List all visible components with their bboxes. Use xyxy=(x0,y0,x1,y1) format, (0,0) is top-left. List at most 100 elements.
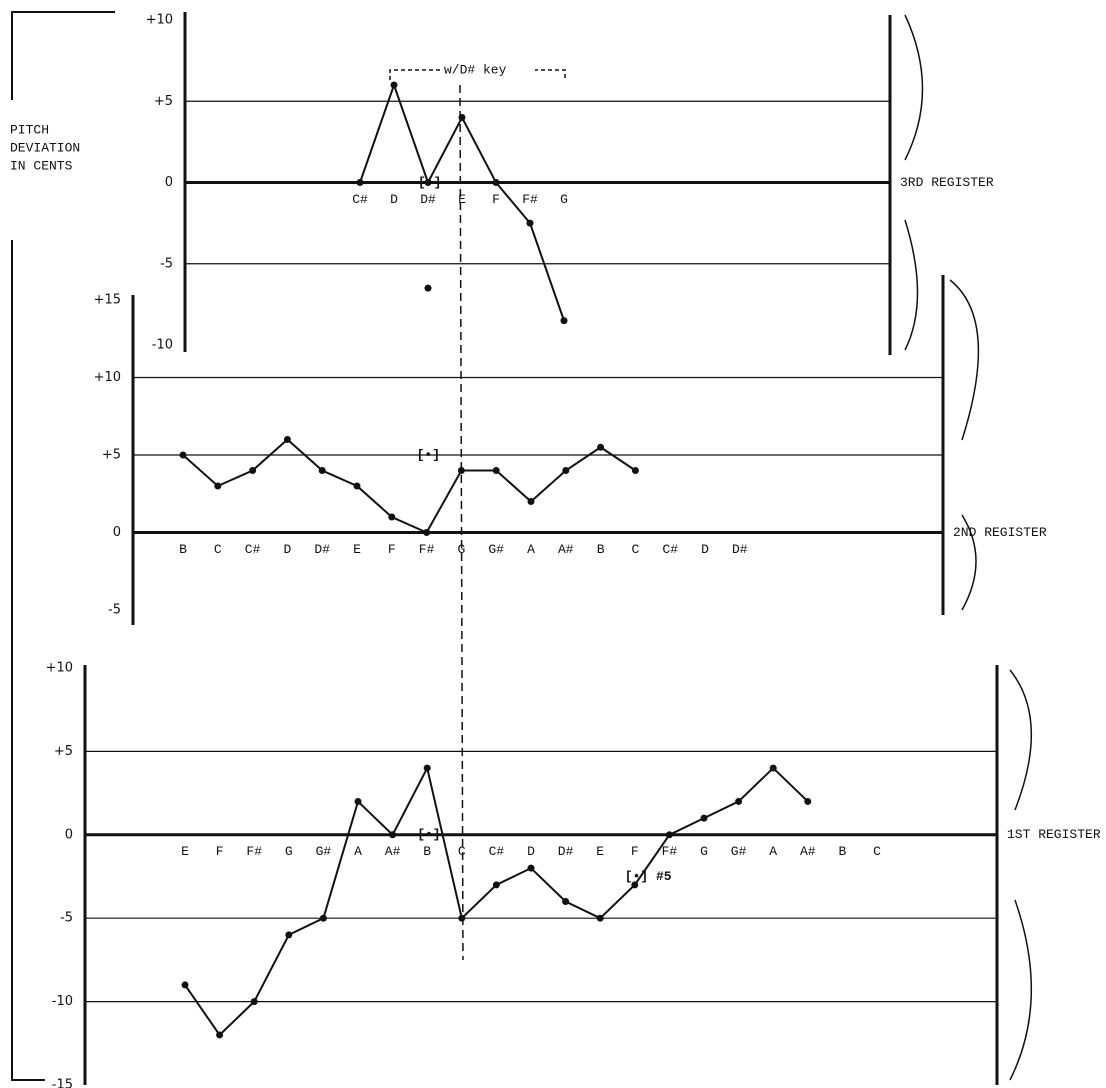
data-point xyxy=(458,114,466,121)
x-tick-label: F# xyxy=(419,542,435,557)
x-tick-label: D xyxy=(390,192,398,207)
x-tick-label: C xyxy=(873,844,881,859)
data-point xyxy=(562,467,570,474)
data-point xyxy=(492,179,500,186)
data-point xyxy=(597,443,605,451)
data-point xyxy=(216,1031,224,1039)
x-tick-label: C# xyxy=(352,192,368,207)
x-tick-label: D xyxy=(527,844,535,859)
data-point xyxy=(735,797,743,805)
y-label: PITCH xyxy=(10,122,49,137)
data-point xyxy=(527,498,535,505)
y-tick-label: -10 xyxy=(52,994,73,1009)
x-tick-label: C xyxy=(631,542,639,557)
data-point xyxy=(458,914,466,922)
data-point xyxy=(424,179,432,186)
data-point xyxy=(283,436,291,443)
y-tick-label: 0 xyxy=(165,175,173,190)
x-tick-label: F xyxy=(492,192,500,207)
y-label: DEVIATION xyxy=(10,140,80,155)
data-point xyxy=(319,914,327,922)
x-tick-label: G xyxy=(457,542,465,557)
x-tick-label: A# xyxy=(558,542,574,557)
isolated-point xyxy=(424,284,432,292)
x-tick-label: C xyxy=(214,542,222,557)
x-tick-label: F# xyxy=(522,192,538,207)
data-point xyxy=(700,814,708,822)
y-tick-label: -5 xyxy=(108,603,121,618)
x-tick-label: G xyxy=(560,192,568,207)
x-tick-label: E xyxy=(458,192,466,207)
data-point xyxy=(457,467,465,474)
data-point xyxy=(354,797,362,805)
x-tick-label: G# xyxy=(731,844,747,859)
data-point xyxy=(631,467,639,474)
x-tick-label: C# xyxy=(245,542,261,557)
x-tick-label: G xyxy=(700,844,708,859)
data-point xyxy=(214,482,222,490)
y-tick-label: +10 xyxy=(94,370,121,385)
data-point xyxy=(388,513,396,521)
x-tick-label: D# xyxy=(558,844,574,859)
x-tick-label: C# xyxy=(489,844,505,859)
data-point xyxy=(285,931,293,939)
x-tick-label: D# xyxy=(420,192,436,207)
x-tick-label: A# xyxy=(385,844,401,859)
brace xyxy=(904,14,924,161)
bracket-annotation: [•] xyxy=(418,175,441,190)
data-point xyxy=(249,467,257,474)
data-point xyxy=(492,881,500,889)
data-point xyxy=(665,831,673,839)
y-tick-label: -10 xyxy=(152,338,173,353)
y-tick-label: +10 xyxy=(46,661,73,676)
data-point xyxy=(526,219,534,227)
data-point xyxy=(181,981,189,989)
data-point xyxy=(390,81,398,89)
x-tick-label: G# xyxy=(488,542,504,557)
data-line xyxy=(182,438,636,534)
x-tick-label: D xyxy=(701,542,709,557)
y-tick-label: +5 xyxy=(102,448,121,463)
data-point xyxy=(562,898,570,906)
left-bracket xyxy=(11,240,45,1081)
x-tick-label: C# xyxy=(662,542,678,557)
x-tick-label: E xyxy=(353,542,361,557)
brace xyxy=(904,219,919,351)
data-point xyxy=(527,864,535,872)
x-tick-label: F# xyxy=(246,844,262,859)
data-point xyxy=(423,764,431,772)
left-bracket xyxy=(11,11,115,100)
x-tick-label: A xyxy=(769,844,777,859)
data-point xyxy=(804,797,812,805)
data-point xyxy=(423,529,431,536)
key-note: w/D# key xyxy=(444,62,507,77)
data-point xyxy=(318,467,326,474)
x-tick-label: A xyxy=(527,542,535,557)
brace xyxy=(1009,899,1032,1081)
brace xyxy=(1009,669,1033,811)
x-tick-label: F xyxy=(216,844,224,859)
data-point xyxy=(769,764,777,772)
data-point xyxy=(631,881,639,889)
x-tick-label: A xyxy=(354,844,362,859)
x-tick-label: A# xyxy=(800,844,816,859)
y-tick-label: -15 xyxy=(52,1078,73,1088)
bracket-annotation: [•] #5 xyxy=(625,869,672,884)
x-tick-label: G# xyxy=(316,844,332,859)
y-tick-label: -5 xyxy=(160,256,173,271)
data-point xyxy=(179,451,187,459)
x-tick-label: B xyxy=(597,542,605,557)
x-tick-label: G xyxy=(285,844,293,859)
bracket-annotation: [•] xyxy=(417,827,440,842)
x-tick-label: B xyxy=(179,542,187,557)
data-line xyxy=(184,765,809,1037)
data-point xyxy=(560,317,568,325)
register-label: 3RD REGISTER xyxy=(900,175,994,190)
y-tick-label: +10 xyxy=(146,13,173,28)
x-tick-label: F xyxy=(388,542,396,557)
key-note-bg xyxy=(440,62,535,78)
x-tick-label: D# xyxy=(732,542,748,557)
x-tick-label: E xyxy=(596,844,604,859)
